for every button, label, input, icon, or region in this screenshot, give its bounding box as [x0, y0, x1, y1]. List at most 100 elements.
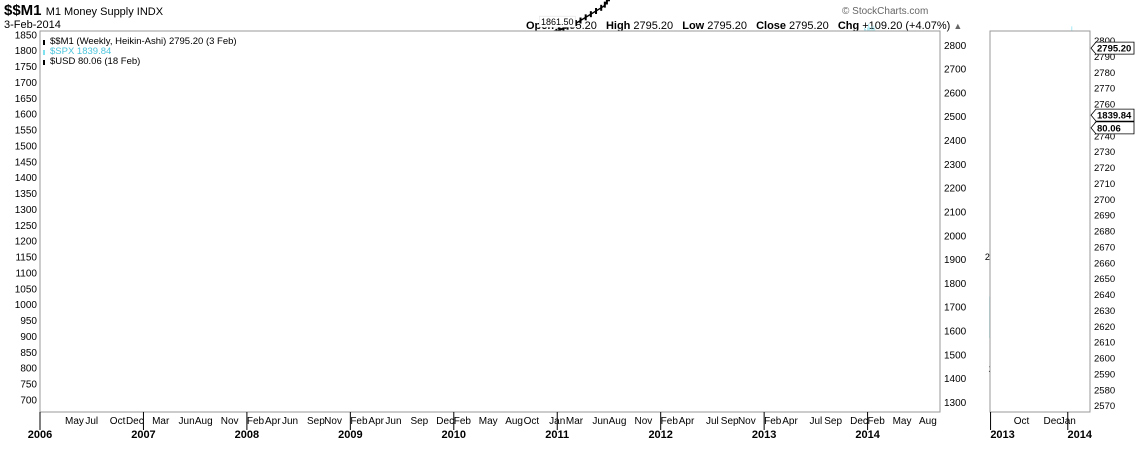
zoom-axes: 2570 2580 2590 2600 2610 2620 2630 2640 2650 2660…: [989, 30, 1135, 441]
x-month-label: May: [479, 416, 498, 427]
m1-candle-up: [605, 0, 608, 5]
x-month-label: Aug: [195, 416, 213, 427]
x-month-label: May: [893, 416, 912, 427]
y-right-tick-label: 2000: [944, 231, 967, 242]
x-month-label: Jun: [385, 416, 401, 427]
x-month-label: Feb: [247, 416, 265, 427]
zoom-y-tick-label: 2570: [1094, 401, 1115, 412]
value-tag-box: [1090, 108, 1135, 122]
close-label: Close: [756, 20, 787, 32]
y-right-tick-label: 1800: [944, 279, 967, 290]
x-year-label: 2010: [442, 429, 466, 441]
y-right-tick-label: 2300: [944, 160, 967, 171]
y-right-tick-label: 1500: [944, 350, 967, 361]
zoom-x-year-label: 2013: [990, 429, 1014, 441]
brand-label: © StockCharts.com: [842, 6, 929, 17]
x-month-label: Jul: [809, 416, 822, 427]
value-tag-label: 1839.84: [1097, 111, 1132, 122]
x-month-label: Aug: [505, 416, 523, 427]
zoom-y-tick-label: 2600: [1094, 354, 1115, 365]
zoom-y-tick-label: 2650: [1094, 274, 1115, 285]
y-right-tick-label: 2500: [944, 112, 967, 123]
x-month-label: Apr: [368, 416, 384, 427]
x-month-label: Jun: [592, 416, 608, 427]
x-month-label: Jul: [85, 416, 98, 427]
zoom-y-tick-label: 2690: [1094, 211, 1115, 222]
x-month-label: Oct: [524, 416, 540, 427]
y-right-tick-label: 2600: [944, 88, 967, 99]
x-month-label: Nov: [738, 416, 756, 427]
annotation-label: 1861.50: [541, 17, 574, 27]
zoom-y-tick-label: 2580: [1094, 385, 1115, 396]
y-left-tick-label: 1650: [15, 94, 38, 105]
zoom-x-month-label: Oct: [1014, 416, 1030, 427]
zoom-y-tick-label: 2800: [1094, 36, 1115, 47]
x-month-label: Feb: [764, 416, 782, 427]
x-year-label: 2012: [648, 429, 672, 441]
zoom-y-tick-label: 2670: [1094, 242, 1115, 253]
x-month-label: Jun: [179, 416, 195, 427]
m1-candle-up: [558, 27, 561, 34]
y-left-tick-label: 1500: [15, 141, 38, 152]
low-label: Low: [682, 20, 705, 32]
x-month-label: Apr: [679, 416, 695, 427]
x-month-label: Nov: [221, 416, 239, 427]
y-right-tick-label: 1700: [944, 303, 967, 314]
x-month-label: Nov: [324, 416, 342, 427]
y-right-tick-label: 2700: [944, 65, 967, 76]
legend-group: $$M1 (Weekly, Heikin-Ashi) 2795.20 (3 Fe…: [43, 36, 237, 67]
m1-candle-up: [607, 0, 610, 2]
x-year-label: 2014: [855, 429, 880, 441]
annotation-box: [538, 15, 576, 28]
y-left-tick-label: 1150: [15, 253, 37, 264]
zoom-y-tick-label: 2610: [1094, 338, 1115, 349]
y-left-tick-label: 1600: [15, 110, 38, 121]
x-month-label: Oct: [110, 416, 126, 427]
y-left-tick-label: 850: [20, 348, 37, 359]
x-month-label: Apr: [265, 416, 281, 427]
x-year-label: 2011: [545, 429, 569, 441]
zoom-y-tick-label: 2720: [1094, 163, 1115, 174]
y-left-tick-label: 1300: [15, 205, 38, 216]
zoom-y-tick-label: 2710: [1094, 179, 1115, 190]
x-year-label: 2013: [752, 429, 776, 441]
y-left-tick-label: 900: [20, 332, 37, 343]
chart-date: 3-Feb-2014: [4, 19, 61, 31]
y-right-tick-label: 2200: [944, 184, 967, 195]
y-left-tick-label: 700: [20, 395, 37, 406]
y-left-tick-label: 1450: [15, 157, 38, 168]
symbol-label: $$M1: [4, 2, 42, 19]
y-left-tick-label: 1750: [15, 62, 38, 73]
x-month-label: Sep: [824, 416, 842, 427]
high-value: 2795.20: [633, 20, 674, 32]
y-left-tick-label: 1800: [15, 46, 38, 57]
x-month-label: Sep: [307, 416, 325, 427]
value-tag-label: 80.06: [1097, 123, 1121, 134]
x-month-label: Dec: [850, 416, 868, 427]
y-right-tick-label: 1900: [944, 255, 967, 266]
zoom-y-tick-label: 2770: [1094, 84, 1115, 95]
y-left-tick-label: 1000: [15, 300, 38, 311]
zoom-y-tick-label: 2700: [1094, 195, 1115, 206]
zoom-y-tick-label: 2660: [1094, 258, 1115, 269]
m1-candle-up: [600, 4, 603, 11]
value-tag-box: [1090, 121, 1135, 135]
x-year-label: 2009: [338, 429, 362, 441]
zoom-y-tick-label: 2590: [1094, 369, 1115, 380]
m1-candle-up: [574, 20, 577, 27]
y-left-tick-label: 950: [20, 316, 37, 327]
zoom-y-tick-label: 2760: [1094, 100, 1115, 111]
y-right-tick-label: 1600: [944, 327, 967, 338]
y-left-tick-label: 1700: [15, 78, 38, 89]
x-month-label: Mar: [152, 416, 170, 427]
x-month-label: May: [65, 416, 84, 427]
m1-candle-up: [579, 17, 582, 24]
zoom-y-tick-label: 2740: [1094, 131, 1115, 142]
x-month-label: Feb: [454, 416, 472, 427]
x-year-label: 2007: [131, 429, 155, 441]
x-month-label: Feb: [661, 416, 679, 427]
y-right-tick-label: 1300: [944, 398, 967, 409]
x-month-label: Feb: [350, 416, 368, 427]
y-right-tick-label: 1400: [944, 374, 967, 385]
